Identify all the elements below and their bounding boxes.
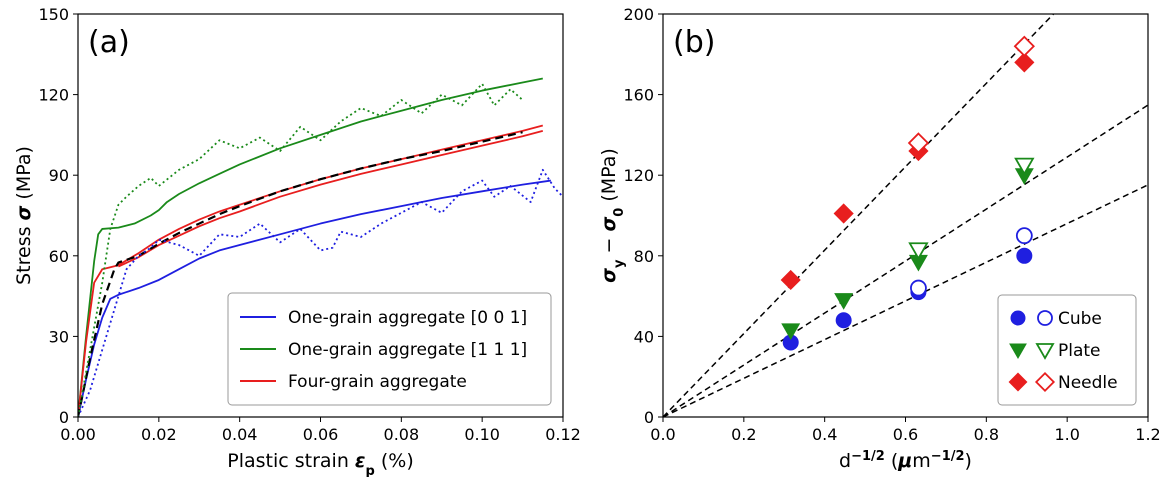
x-tick-label: 0.10	[464, 425, 500, 444]
series-line-2	[78, 124, 544, 417]
legend-label: One-grain aggregate [0 0 1]	[288, 308, 527, 328]
point-plate-open	[908, 242, 929, 261]
legend-label: Cube	[1058, 309, 1102, 329]
legend-a: One-grain aggregate [0 0 1] One-grain agg…	[227, 292, 552, 406]
x-tick-label: 1.2	[1135, 425, 1160, 444]
x-tick-label: 0.08	[384, 425, 420, 444]
x-tick-label: 0.8	[974, 425, 999, 444]
y-tick-label: 160	[623, 86, 654, 105]
y-tick-label: 200	[623, 5, 654, 24]
y-tick-label: 150	[38, 5, 69, 24]
x-tick-label: 0.00	[60, 425, 96, 444]
legend-marker-open	[1034, 371, 1056, 393]
point-cube-open	[910, 279, 927, 297]
markers	[780, 35, 1035, 351]
x-tick-label: 0.2	[731, 425, 756, 444]
legend-label: Needle	[1058, 373, 1118, 393]
legend-marker-filled	[1010, 310, 1026, 326]
legend-marker-open	[1037, 310, 1053, 326]
point-cube-filled	[835, 312, 852, 329]
legend-box	[997, 294, 1137, 406]
legend-label: One-grain aggregate [1 1 1]	[288, 340, 527, 360]
y-tick-label: 120	[38, 86, 69, 105]
y-tick-label: 0	[644, 408, 654, 427]
legend-marker-open	[1035, 343, 1055, 360]
x-tick-label: 0.0	[650, 425, 675, 444]
x-tick-label: 0.6	[893, 425, 918, 444]
legend-marker-filled	[1009, 343, 1027, 360]
fit-line-1	[663, 104, 1148, 417]
y-tick-label: 90	[49, 166, 69, 185]
y-tick-label: 0	[59, 408, 69, 427]
point-cube-filled	[1016, 247, 1033, 264]
panel-label-b: (b)	[673, 25, 715, 60]
x-tick-label: 0.06	[303, 425, 339, 444]
legend-label: Plate	[1058, 341, 1101, 361]
x-tick-label: 1.0	[1054, 425, 1079, 444]
x-tick-label: 0.04	[222, 425, 258, 444]
y-tick-label: 30	[49, 327, 69, 346]
x-axis-label-b: d−1/2 (μm−1/2)	[839, 449, 972, 473]
y-axis-label-b: σy − σ0 (MPa)	[598, 148, 627, 283]
y-tick-label: 40	[634, 327, 654, 346]
point-needle-filled	[833, 203, 854, 224]
x-tick-label: 0.02	[141, 425, 177, 444]
point-cube-open	[1015, 227, 1033, 245]
y-axis-label-a: Stress σ (MPa)	[13, 146, 35, 285]
legend-marker-filled	[1008, 372, 1028, 392]
chart-panel-a: 0.00 0.02 0.04 0.06 0.08 0.10 0.12 0 30 60 90 120 15…	[13, 5, 581, 477]
panel-label-a: (a)	[88, 25, 130, 60]
point-plate-open	[1014, 157, 1035, 176]
x-tick-label: 0.12	[545, 425, 581, 444]
y-tick-label: 80	[634, 247, 654, 266]
point-plate-filled	[834, 293, 854, 310]
x-tick-label: 0.4	[812, 425, 837, 444]
series-line-4	[78, 131, 523, 417]
legend-b: Cube Plate Needle	[997, 294, 1137, 406]
point-needle-open	[907, 132, 930, 154]
series-line-3	[118, 130, 544, 268]
x-axis-label-a: Plastic strain εp (%)	[227, 450, 414, 477]
series-line-0	[78, 179, 552, 417]
point-plate-filled	[781, 323, 801, 340]
y-tick-label: 120	[623, 166, 654, 185]
series-line-1	[78, 77, 543, 417]
point-needle-filled	[1014, 52, 1035, 73]
point-needle-filled	[780, 269, 801, 291]
y-tick-label: 60	[49, 247, 69, 266]
point-needle-open	[1013, 35, 1035, 57]
legend-box	[227, 292, 552, 406]
series-line-5	[78, 168, 563, 417]
legend-label: Four-grain aggregate	[288, 372, 467, 392]
